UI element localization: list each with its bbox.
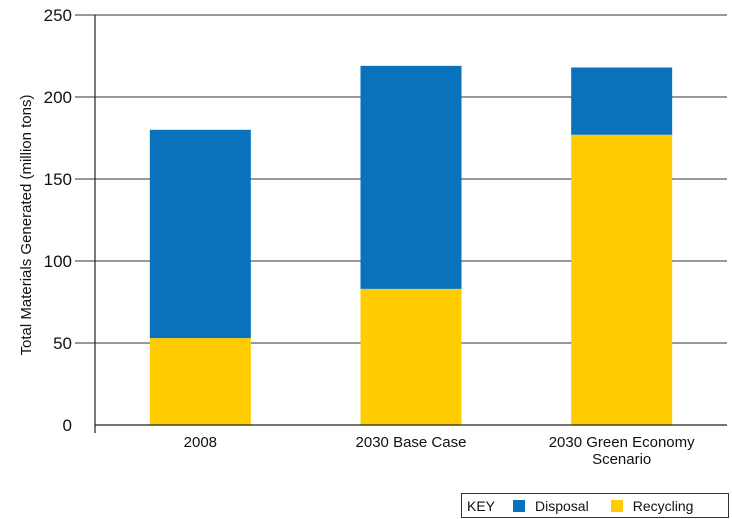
y-axis-label: Total Materials Generated (million tons)	[18, 95, 35, 356]
y-tick-label-0: 0	[63, 416, 72, 435]
y-tick-label-200: 200	[44, 88, 72, 107]
y-tick-label-100: 100	[44, 252, 72, 271]
legend: KEY Disposal Recycling	[461, 493, 729, 518]
bar-disposal-0	[149, 129, 251, 339]
legend-swatch-disposal	[513, 499, 526, 512]
y-tick-label-150: 150	[44, 170, 72, 189]
legend-item-disposal: Disposal	[513, 498, 589, 514]
legend-swatch-recycling	[610, 499, 623, 512]
x-category-labels: 2008 2030 Base Case 2030 Green Economy Scen…	[184, 434, 695, 468]
legend-label-recycling: Recycling	[632, 497, 694, 514]
bar-disposal-1	[360, 65, 462, 289]
bar-disposal-2	[571, 67, 673, 135]
y-tick-labels: 0 50 100 150 200 250	[44, 6, 72, 435]
legend-item-recycling: Recycling	[610, 497, 694, 514]
legend-label-disposal: Disposal	[535, 497, 589, 514]
legend-title: KEY	[467, 497, 496, 514]
bar-recycling-0	[149, 338, 251, 425]
bars	[149, 65, 673, 425]
y-tick-label-250: 250	[44, 6, 72, 25]
x-category-label-1: 2030 Base Case	[356, 434, 467, 451]
axes	[94, 15, 727, 433]
x-category-label-0: 2008	[184, 434, 217, 451]
x-category-label-2: 2030 Green Economy Scenario	[549, 434, 695, 468]
y-tick-label-50: 50	[53, 334, 72, 353]
bar-recycling-2	[571, 134, 673, 425]
bar-recycling-1	[360, 288, 462, 425]
